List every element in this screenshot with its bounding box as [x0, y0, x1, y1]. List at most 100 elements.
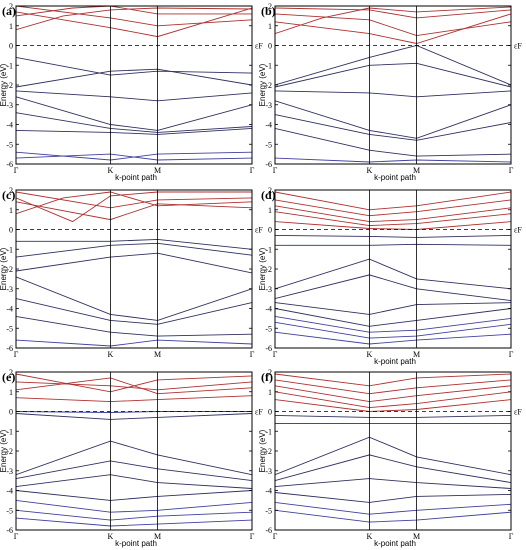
band-line-6	[275, 90, 511, 98]
x-tick-label: Γ	[250, 532, 255, 541]
band-line-7	[16, 460, 252, 482]
plot-frame	[15, 189, 253, 349]
band-line-1	[275, 379, 511, 395]
y-tick-label: -2	[265, 265, 272, 274]
y-tick-label: -4	[265, 487, 272, 496]
band-line-1	[16, 6, 252, 27]
band-line-9	[275, 127, 511, 157]
band-line-10	[16, 499, 252, 513]
band-line-12	[275, 321, 511, 339]
y-tick-label: 1	[268, 22, 272, 31]
panel-e: -6 -5 -4 -3 -2 -1 0 1 2 Γ K M Γk-point path Energy (e…	[0, 368, 263, 548]
band-line-7	[275, 258, 511, 290]
x-tick-label: K	[108, 532, 114, 541]
band-line-7	[275, 436, 511, 476]
y-tick-label: -1	[265, 245, 272, 254]
y-axis-label: Energy (eV)	[0, 63, 8, 106]
band-line-4	[16, 411, 252, 413]
y-tick-label: 0	[9, 42, 13, 51]
y-tick-label: -6	[265, 344, 272, 353]
y-tick-label: -2	[6, 447, 13, 456]
x-tick-label: M	[413, 532, 420, 541]
y-tick-label: 2	[268, 2, 272, 11]
band-line-2	[275, 7, 511, 19]
y-axis-label: Energy (eV)	[258, 429, 267, 472]
x-tick-label: M	[154, 532, 161, 541]
band-line-0	[16, 7, 252, 38]
fermi-level-label: εF	[255, 226, 263, 235]
y-tick-label: 0	[268, 226, 272, 235]
band-line-2	[16, 191, 252, 223]
band-line-10	[275, 157, 511, 163]
band-line-6	[16, 252, 252, 274]
band-line-12	[16, 517, 252, 527]
y-tick-label: 2	[9, 368, 13, 377]
y-tick-label: -4	[265, 121, 272, 130]
x-axis-label: k-point path	[374, 539, 416, 548]
y-tick-label: -1	[6, 245, 13, 254]
y-axis-label: Energy (eV)	[258, 247, 267, 290]
band-line-0	[16, 373, 252, 393]
plot-frame	[15, 5, 253, 165]
band-line-3	[275, 391, 511, 409]
fermi-level-label: εF	[514, 226, 522, 235]
y-tick-label: 0	[268, 42, 272, 51]
y-tick-label: -5	[6, 140, 13, 149]
band-line-4	[275, 399, 511, 412]
x-tick-label: K	[108, 350, 114, 359]
band-line-8	[16, 112, 252, 133]
band-line-6	[16, 440, 252, 476]
band-line-1	[16, 191, 252, 209]
band-line-5	[275, 414, 511, 418]
y-tick-label: -6	[265, 526, 272, 535]
band-line-13	[275, 331, 511, 345]
x-tick-label: Γ	[14, 532, 19, 541]
band-line-2	[16, 377, 252, 395]
band-line-6	[275, 243, 511, 246]
x-axis-label: k-point path	[115, 173, 157, 182]
x-tick-label: Γ	[509, 166, 514, 175]
y-tick-label: -5	[6, 506, 13, 515]
y-tick-label: -1	[265, 427, 272, 436]
band-line-11	[275, 501, 511, 515]
bands	[275, 373, 511, 523]
band-line-3	[275, 6, 511, 35]
y-tick-label: -6	[6, 344, 13, 353]
y-tick-label: -3	[6, 285, 13, 294]
y-tick-label: 1	[9, 388, 13, 397]
x-tick-label: Γ	[509, 532, 514, 541]
bands	[275, 191, 511, 345]
band-line-0	[275, 373, 511, 387]
band-line-8	[275, 114, 511, 141]
x-tick-label: Γ	[273, 532, 278, 541]
y-tick-label: -6	[6, 526, 13, 535]
y-tick-label: -2	[6, 265, 13, 274]
y-tick-label: 2	[9, 2, 13, 11]
y-tick-label: -5	[265, 140, 272, 149]
y-tick-label: -5	[265, 506, 272, 515]
panel-label: (c)	[2, 188, 15, 202]
band-line-10	[275, 308, 511, 327]
x-tick-label: Γ	[273, 350, 278, 359]
y-tick-label: -1	[6, 427, 13, 436]
band-line-9	[275, 302, 511, 315]
y-tick-label: -1	[6, 61, 13, 70]
band-line-2	[275, 385, 511, 403]
band-line-5	[16, 68, 252, 88]
band-line-9	[16, 490, 252, 501]
y-tick-label: -3	[265, 285, 272, 294]
band-line-4	[275, 221, 511, 230]
band-line-8	[16, 474, 252, 489]
x-tick-label: Γ	[250, 350, 255, 359]
x-axis-label: k-point path	[374, 357, 416, 366]
x-tick-label: M	[413, 166, 420, 175]
y-axis-label: Energy (eV)	[0, 429, 8, 472]
band-line-11	[16, 153, 252, 161]
band-line-9	[16, 315, 252, 337]
panel-a: -6 -5 -4 -3 -2 -1 0 1 2 Γ K M Γk-point path Energy (e…	[0, 2, 263, 182]
band-line-4	[16, 56, 252, 76]
band-line-6	[16, 90, 252, 102]
band-line-8	[275, 454, 511, 484]
y-tick-label: -5	[265, 324, 272, 333]
band-line-7	[16, 96, 252, 131]
